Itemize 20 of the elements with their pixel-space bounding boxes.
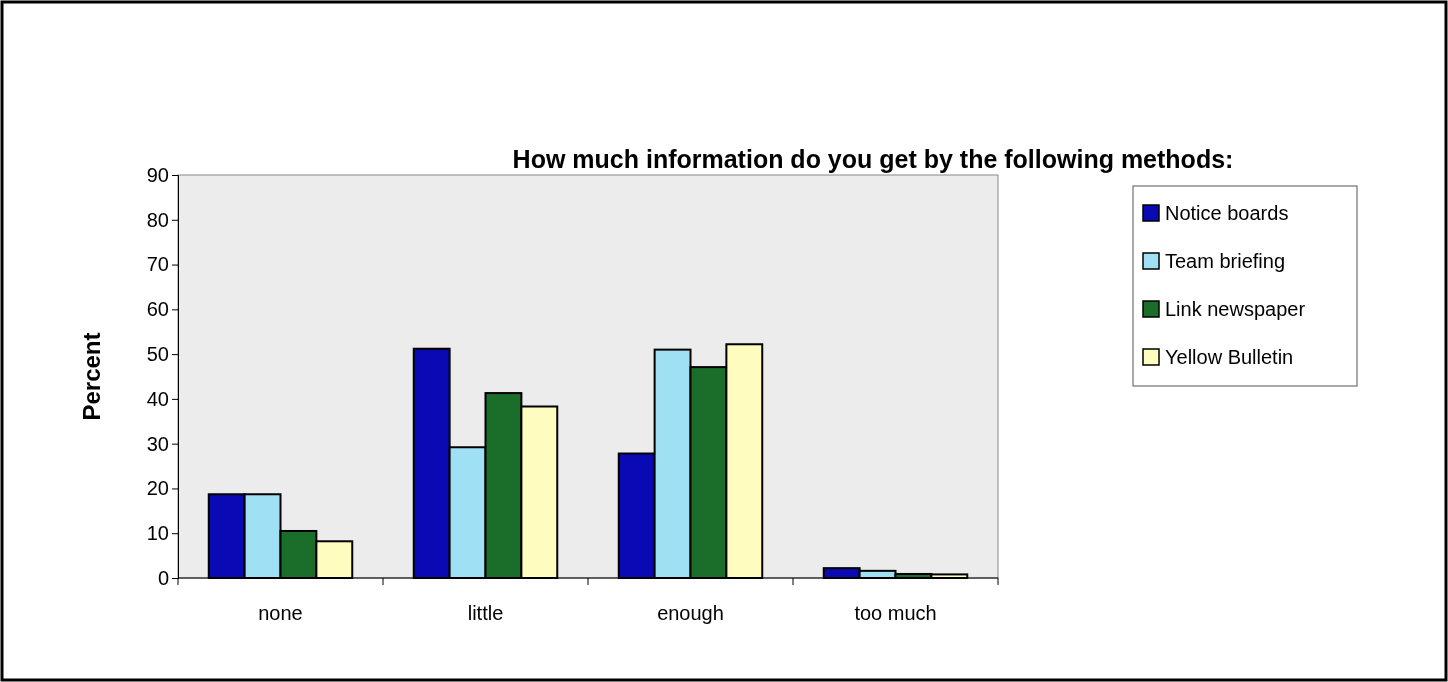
legend-label: Team briefing [1165, 250, 1286, 272]
x-tick-label: none [258, 602, 303, 625]
y-tick-label: 80 [146, 208, 169, 231]
y-tick-label: 0 [157, 566, 169, 589]
y-tick-label: 40 [146, 387, 169, 410]
y-tick-label: 10 [146, 522, 169, 545]
y-tick-label: 90 [146, 163, 169, 186]
x-tick-label: little [467, 602, 504, 625]
y-axis-title: Percent [78, 332, 105, 421]
legend-label: Link newspaper [1165, 298, 1306, 320]
x-tick-label: too much [854, 602, 937, 625]
y-tick-label: 70 [146, 253, 169, 276]
chart-title: How much information do you get by the following methods: [512, 145, 1234, 173]
y-tick-label: 50 [146, 343, 169, 366]
x-tick-label: enough [657, 602, 724, 625]
y-tick-label: 60 [146, 298, 169, 321]
legend-label: Notice boards [1165, 202, 1289, 224]
y-tick-label: 30 [146, 432, 169, 455]
legend-label: Yellow Bulletin [1165, 346, 1294, 368]
y-tick-label: 20 [146, 477, 169, 500]
